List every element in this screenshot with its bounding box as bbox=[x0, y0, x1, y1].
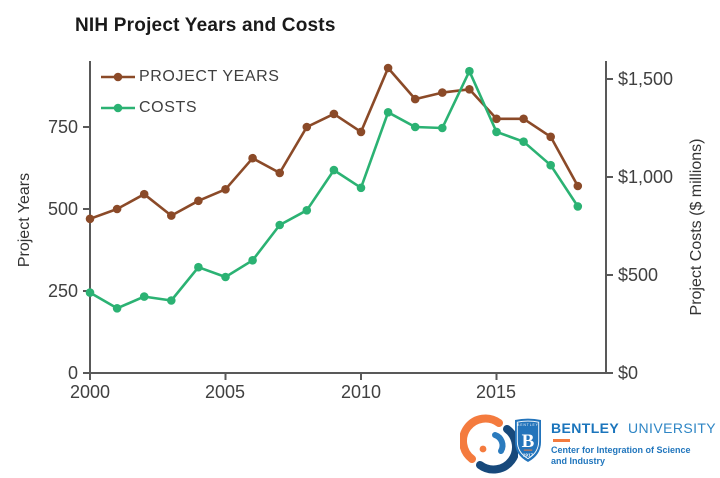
y-left-tick-0: 0 bbox=[67, 363, 78, 383]
data-point-costs bbox=[356, 183, 366, 193]
data-point-project-years bbox=[167, 211, 176, 220]
data-point-costs bbox=[492, 127, 501, 137]
y-right-axis-title: Project Costs ($ millions) bbox=[688, 138, 705, 316]
data-point-costs bbox=[139, 292, 149, 301]
wordmark: BENTLEY UNIVERSITY bbox=[551, 420, 716, 436]
y-right-tick-500: $500 bbox=[618, 265, 659, 285]
x-tick-2010: 2010 bbox=[340, 382, 382, 402]
y-left-axis-title: Project Years bbox=[16, 172, 33, 268]
data-point-project-years bbox=[546, 132, 555, 142]
data-point-costs bbox=[302, 206, 312, 215]
data-point-project-years bbox=[519, 114, 528, 124]
data-point-costs bbox=[248, 255, 257, 265]
shield-letter: B bbox=[522, 431, 535, 452]
x-tick-2015: 2015 bbox=[475, 382, 517, 402]
data-point-project-years bbox=[438, 88, 447, 97]
data-point-costs bbox=[519, 137, 528, 146]
y-right-tick-1000: $1,000 bbox=[618, 167, 674, 187]
data-point-costs bbox=[194, 262, 203, 272]
y-right-tick-1500: $1,500 bbox=[618, 69, 674, 89]
x-tick-2005: 2005 bbox=[204, 382, 246, 402]
x-tick-2000: 2000 bbox=[69, 382, 111, 402]
data-point-project-years bbox=[302, 122, 312, 132]
data-point-project-years bbox=[410, 94, 420, 104]
legend-label-project-years: PROJECT YEARS bbox=[139, 68, 280, 85]
shield-icon: BENTLEY B 1917 bbox=[515, 418, 541, 462]
chart-title: NIH Project Years and Costs bbox=[75, 15, 336, 36]
swirl-icon bbox=[460, 414, 518, 474]
data-point-costs bbox=[573, 202, 583, 211]
data-point-costs bbox=[438, 123, 447, 133]
data-point-project-years bbox=[221, 185, 230, 194]
y-left-tick-750: 750 bbox=[47, 117, 78, 137]
data-point-project-years bbox=[194, 196, 203, 206]
tagline-line2: and Industry bbox=[551, 456, 606, 466]
data-point-costs bbox=[410, 122, 420, 132]
data-point-project-years bbox=[492, 114, 501, 124]
wordmark-bentley: BENTLEY bbox=[551, 420, 620, 436]
data-point-project-years bbox=[329, 109, 339, 119]
y-left-tick-500: 500 bbox=[47, 199, 78, 219]
data-point-project-years bbox=[85, 214, 95, 224]
data-point-project-years bbox=[139, 189, 149, 199]
legend-label-costs: COSTS bbox=[139, 99, 198, 116]
shield-year: 1917 bbox=[523, 453, 534, 458]
data-point-costs bbox=[275, 220, 285, 230]
shield-top-text: BENTLEY bbox=[517, 423, 539, 427]
legend-swatch-dot bbox=[113, 72, 123, 82]
data-point-project-years bbox=[383, 63, 393, 73]
orange-rule bbox=[553, 439, 570, 442]
data-point-project-years bbox=[465, 85, 474, 94]
wordmark-university: UNIVERSITY bbox=[628, 420, 717, 436]
data-point-costs bbox=[546, 160, 555, 170]
tagline-line1: Center for Integration of Science bbox=[551, 445, 691, 455]
bentley-logo: BENTLEY B 1917 BENTLEY UNIVERSITY Center… bbox=[455, 406, 717, 476]
data-point-costs bbox=[221, 272, 230, 282]
data-point-costs bbox=[465, 66, 474, 76]
y-left-tick-250: 250 bbox=[47, 281, 78, 301]
data-point-costs bbox=[329, 165, 339, 175]
y-right-tick-0: $0 bbox=[618, 363, 639, 383]
data-point-costs bbox=[167, 296, 176, 305]
data-point-project-years bbox=[356, 127, 366, 137]
series-line-project-years bbox=[89, 66, 579, 221]
data-point-project-years bbox=[248, 153, 257, 163]
data-point-costs bbox=[383, 108, 393, 117]
legend-swatch-dot bbox=[113, 103, 123, 113]
data-point-costs bbox=[85, 288, 95, 297]
data-point-project-years bbox=[112, 204, 122, 214]
data-point-project-years bbox=[573, 181, 583, 191]
line-chart-canvas bbox=[83, 61, 613, 380]
data-point-costs bbox=[112, 304, 122, 313]
data-point-project-years bbox=[275, 168, 285, 178]
